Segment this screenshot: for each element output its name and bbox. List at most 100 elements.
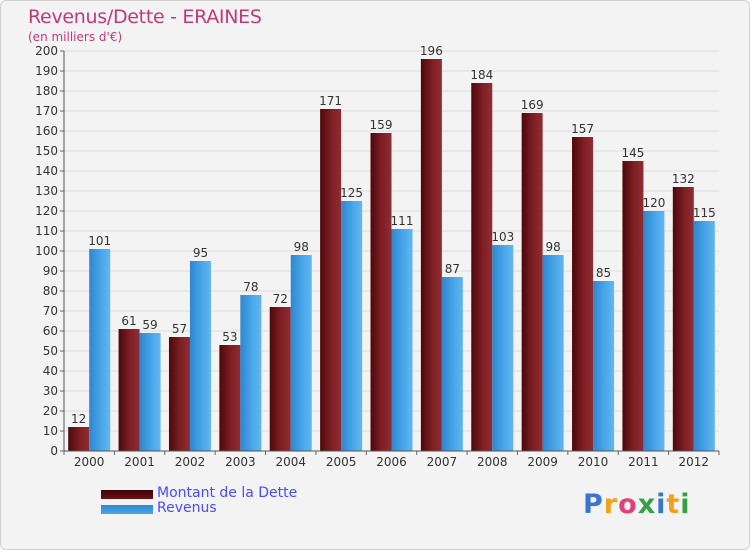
x-tick-label: 2004 [275,455,306,469]
data-label-dette: 171 [319,94,342,108]
logo-letter: P [583,489,604,520]
bar-revenus [341,201,363,451]
y-tick-label: 200 [35,44,58,58]
data-label-dette: 132 [672,172,695,186]
bar-dette [168,337,190,451]
bar-revenus [643,211,665,451]
bar-revenus [139,333,161,451]
data-label-revenus: 125 [340,186,363,200]
x-tick-label: 2001 [124,455,155,469]
proxiti-logo: Proxiti [583,489,691,520]
x-tick-label: 2011 [628,455,659,469]
bar-revenus [492,245,514,451]
y-tick-label: 130 [35,184,58,198]
y-tick-label: 150 [35,144,58,158]
data-label-revenus: 85 [596,266,611,280]
data-label-revenus: 111 [391,214,414,228]
y-tick-label: 170 [35,104,58,118]
bar-dette [471,83,493,451]
logo-letter: o [618,489,638,520]
data-label-dette: 159 [370,118,393,132]
data-label-dette: 53 [222,330,237,344]
y-axis-ticks: 0 10 20 30 40 50 60 70 80 90 100 110 120 130 140 150 160… [35,44,64,458]
y-tick-label: 110 [35,224,58,238]
data-label-dette: 157 [571,122,594,136]
y-tick-label: 0 [50,444,58,458]
y-tick-label: 100 [35,244,58,258]
bar-dette [219,345,241,451]
bar-revenus [693,221,715,451]
y-tick-label: 20 [43,404,58,418]
x-tick-label: 2000 [74,455,105,469]
bar-revenus [290,255,312,451]
y-tick-label: 10 [43,424,58,438]
legend-swatch-dette [101,490,153,499]
data-label-revenus: 115 [693,206,716,220]
bar-revenus [240,295,262,451]
x-tick-label: 2006 [376,455,407,469]
bar-dette [269,307,291,451]
logo-letter: i [656,489,667,520]
bar-revenus [542,255,564,451]
bar-dette [370,133,392,451]
x-tick-label: 2007 [427,455,458,469]
data-label-revenus: 59 [142,318,157,332]
data-label-revenus: 101 [88,234,111,248]
bar-dette [572,137,594,451]
x-tick-label: 2010 [578,455,609,469]
logo-letter: i [680,489,691,520]
data-label-revenus: 87 [445,262,460,276]
bar-dette [118,329,140,451]
x-axis-ticks: 2000 2001 2002 2003 2004 2005 2006 2007 2008 2009… [63,451,720,469]
y-tick-label: 50 [43,344,58,358]
x-tick-label: 2002 [175,455,206,469]
chart-subtitle: (en milliers d'€) [28,30,123,44]
data-label-revenus: 78 [243,280,258,294]
bar-revenus [189,261,211,451]
data-label-revenus: 98 [294,240,309,254]
data-label-dette: 145 [621,146,644,160]
x-tick-label: 2008 [477,455,508,469]
y-tick-label: 90 [43,264,58,278]
legend-label-dette: Montant de la Dette [157,485,298,501]
data-label-dette: 196 [420,44,443,58]
y-tick-label: 180 [35,84,58,98]
data-label-dette: 72 [273,292,288,306]
y-tick-label: 70 [43,304,58,318]
bar-dette [672,187,694,451]
chart-title: Revenus/Dette - ERAINES [28,6,262,28]
bar-revenus [441,277,463,451]
y-tick-label: 30 [43,384,58,398]
legend-swatch-revenus [101,505,153,514]
data-label-revenus: 95 [193,246,208,260]
x-tick-label: 2003 [225,455,256,469]
y-tick-label: 190 [35,64,58,78]
x-tick-label: 2012 [679,455,710,469]
y-tick-label: 40 [43,364,58,378]
bar-dette [320,109,342,451]
y-tick-label: 120 [35,204,58,218]
data-label-dette: 12 [71,412,86,426]
logo-letter: r [603,489,619,520]
bar-revenus [391,229,413,451]
bar-dette [68,427,90,451]
bar-revenus [89,249,111,451]
y-tick-label: 60 [43,324,58,338]
logo-letter: t [666,489,681,520]
x-tick-label: 2009 [527,455,558,469]
data-label-dette: 61 [121,314,136,328]
y-tick-label: 80 [43,284,58,298]
bar-revenus [593,281,615,451]
data-label-revenus: 103 [491,230,514,244]
bar-dette [420,59,442,451]
logo-letter: x [637,489,657,520]
data-label-revenus: 98 [546,240,561,254]
bar-dette [622,161,644,451]
y-tick-label: 140 [35,164,58,178]
bar-dette [521,113,543,451]
x-tick-label: 2005 [326,455,357,469]
data-label-revenus: 120 [642,196,665,210]
data-label-dette: 184 [470,68,493,82]
